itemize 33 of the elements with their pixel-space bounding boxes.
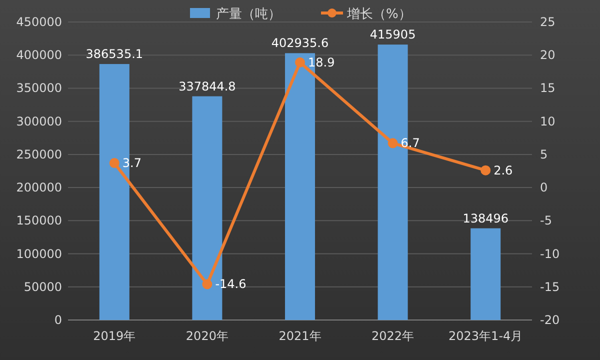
y-tick-label: 250000 — [16, 147, 62, 162]
y2-tick-label: 20 — [540, 48, 556, 62]
x-tick-label: 2019年 — [93, 329, 136, 343]
x-tick-label: 2020年 — [186, 329, 228, 343]
x-tick-label: 2021年 — [278, 329, 322, 343]
x-tick-label: 2022年 — [372, 329, 414, 343]
data-label: 337844.8 — [178, 79, 236, 94]
y2-tick-label: 15 — [540, 81, 556, 96]
legend-label: 增长（%） — [346, 7, 412, 22]
data-label: 386535.1 — [86, 47, 144, 62]
y2-tick-label: 5 — [540, 147, 548, 162]
y2-tick-label: 25 — [540, 15, 556, 29]
y-tick-label: 0 — [54, 313, 62, 327]
y-tick-label: 450000 — [16, 15, 62, 29]
y2-tick-label: -5 — [540, 214, 552, 228]
y-tick-label: 200000 — [16, 180, 62, 195]
y2-tick-label: 0 — [540, 180, 548, 195]
y2-tick-label: -10 — [540, 246, 560, 261]
data-label: 138496 — [462, 211, 509, 226]
data-label: 2.6 — [494, 163, 513, 178]
x-tick-label: 2023年1-4月 — [448, 329, 523, 343]
y2-tick-label: -20 — [540, 313, 560, 327]
y-tick-label: 300000 — [16, 114, 62, 128]
legend-label: 产量（吨） — [216, 7, 281, 22]
data-label: 402935.6 — [271, 36, 329, 50]
data-label: 415905 — [370, 28, 416, 42]
y-tick-label: 50000 — [24, 280, 62, 294]
y-tick-label: 150000 — [16, 214, 62, 228]
y-tick-label: 400000 — [16, 48, 62, 62]
y2-tick-label: -15 — [540, 280, 560, 294]
y2-tick-label: 10 — [540, 114, 556, 128]
y-tick-label: 100000 — [16, 246, 62, 261]
y-tick-label: 350000 — [16, 81, 62, 96]
